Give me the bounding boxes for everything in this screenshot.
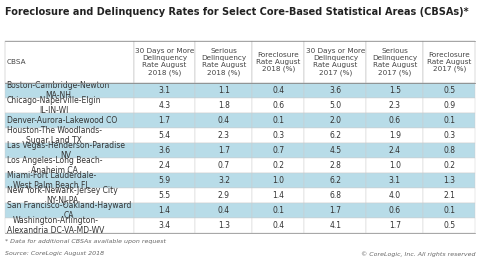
Text: 0.8: 0.8 <box>443 146 455 155</box>
Text: 1.3: 1.3 <box>443 176 455 185</box>
Text: 1.8: 1.8 <box>218 101 230 110</box>
Text: 0.5: 0.5 <box>443 221 455 230</box>
Text: 0.4: 0.4 <box>272 221 285 230</box>
Text: Houston-The Woodlands-
Sugar Land TX: Houston-The Woodlands- Sugar Land TX <box>7 126 102 145</box>
Text: 1.7: 1.7 <box>158 116 170 125</box>
Text: 0.1: 0.1 <box>272 206 284 215</box>
Text: 5.5: 5.5 <box>158 191 170 200</box>
Text: 30 Days or More
Delinquency
Rate August
2018 (%): 30 Days or More Delinquency Rate August … <box>135 48 194 76</box>
Text: 3.1: 3.1 <box>158 86 170 95</box>
Text: Los Angeles-Long Beach-
Anaheim CA: Los Angeles-Long Beach- Anaheim CA <box>7 156 102 175</box>
Text: 0.2: 0.2 <box>272 161 284 170</box>
Text: 1.4: 1.4 <box>272 191 284 200</box>
Text: 2.4: 2.4 <box>158 161 170 170</box>
Text: Washington-Arlington-
Alexandria DC-VA-MD-WV: Washington-Arlington- Alexandria DC-VA-M… <box>7 216 104 235</box>
Text: 5.0: 5.0 <box>329 101 341 110</box>
Text: 0.7: 0.7 <box>272 146 285 155</box>
Text: 0.1: 0.1 <box>443 116 455 125</box>
Text: Miami-Fort Lauderdale-
West Palm Beach FL: Miami-Fort Lauderdale- West Palm Beach F… <box>7 171 96 190</box>
Text: 0.6: 0.6 <box>389 206 401 215</box>
Text: 30 Days or More
Delinquency
Rate August
2017 (%): 30 Days or More Delinquency Rate August … <box>306 48 365 76</box>
Text: Foreclosure
Rate August
2018 (%): Foreclosure Rate August 2018 (%) <box>256 52 300 72</box>
Text: 5.9: 5.9 <box>158 176 170 185</box>
Text: Foreclosure
Rate August
2017 (%): Foreclosure Rate August 2017 (%) <box>427 52 471 72</box>
Text: 0.3: 0.3 <box>272 131 285 140</box>
Text: 0.1: 0.1 <box>272 116 284 125</box>
Text: 1.0: 1.0 <box>389 161 401 170</box>
Text: 0.2: 0.2 <box>443 161 455 170</box>
Text: 0.6: 0.6 <box>389 116 401 125</box>
Text: 6.2: 6.2 <box>329 131 341 140</box>
Text: 3.1: 3.1 <box>389 176 401 185</box>
Text: 1.0: 1.0 <box>272 176 284 185</box>
Text: 6.2: 6.2 <box>329 176 341 185</box>
Text: 3.2: 3.2 <box>218 176 230 185</box>
Text: 0.5: 0.5 <box>443 86 455 95</box>
Text: 3.4: 3.4 <box>158 221 170 230</box>
Text: 1.5: 1.5 <box>389 86 401 95</box>
Text: 2.4: 2.4 <box>389 146 401 155</box>
Text: Serious
Delinquency
Rate August
2017 (%): Serious Delinquency Rate August 2017 (%) <box>372 48 417 76</box>
Text: Source: CoreLogic August 2018: Source: CoreLogic August 2018 <box>5 251 104 256</box>
Text: 1.4: 1.4 <box>158 206 170 215</box>
Text: 0.4: 0.4 <box>272 86 285 95</box>
Text: New York-Newark-Jersey City
NY-NJ-PA: New York-Newark-Jersey City NY-NJ-PA <box>7 186 118 205</box>
Text: 1.7: 1.7 <box>389 221 401 230</box>
Text: 2.9: 2.9 <box>218 191 230 200</box>
Text: CBSA: CBSA <box>7 59 26 65</box>
Text: 2.8: 2.8 <box>329 161 341 170</box>
Text: * Data for additional CBSAs available upon request: * Data for additional CBSAs available up… <box>5 239 166 244</box>
Text: 0.6: 0.6 <box>272 101 285 110</box>
Text: 0.4: 0.4 <box>218 206 230 215</box>
Text: 2.0: 2.0 <box>329 116 341 125</box>
Text: 0.3: 0.3 <box>443 131 455 140</box>
Text: 2.3: 2.3 <box>389 101 401 110</box>
Text: © CoreLogic, Inc. All rights reserved: © CoreLogic, Inc. All rights reserved <box>360 251 475 257</box>
Text: 4.3: 4.3 <box>158 101 170 110</box>
Text: 0.4: 0.4 <box>218 116 230 125</box>
Text: Denver-Aurora-Lakewood CO: Denver-Aurora-Lakewood CO <box>7 116 117 125</box>
Text: San Francisco-Oakland-Hayward
CA: San Francisco-Oakland-Hayward CA <box>7 201 131 220</box>
Text: 1.7: 1.7 <box>218 146 230 155</box>
Text: 0.7: 0.7 <box>218 161 230 170</box>
Text: Chicago-Naperville-Elgin
IL-IN-WI: Chicago-Naperville-Elgin IL-IN-WI <box>7 96 101 115</box>
Text: 4.0: 4.0 <box>389 191 401 200</box>
Text: 3.6: 3.6 <box>158 146 170 155</box>
Text: Foreclosure and Delinquency Rates for Select Core-Based Statistical Areas (CBSAs: Foreclosure and Delinquency Rates for Se… <box>5 7 468 17</box>
Text: 1.9: 1.9 <box>389 131 401 140</box>
Text: Las Vegas-Henderson-Paradise
NV: Las Vegas-Henderson-Paradise NV <box>7 141 125 160</box>
Text: 5.4: 5.4 <box>158 131 170 140</box>
Text: 2.1: 2.1 <box>443 191 455 200</box>
Text: 4.5: 4.5 <box>329 146 341 155</box>
Text: 3.6: 3.6 <box>329 86 341 95</box>
Text: 1.7: 1.7 <box>329 206 341 215</box>
Text: 0.1: 0.1 <box>443 206 455 215</box>
Text: 6.8: 6.8 <box>329 191 341 200</box>
Text: 1.1: 1.1 <box>218 86 230 95</box>
Text: 1.3: 1.3 <box>218 221 230 230</box>
Text: Serious
Delinquency
Rate August
2018 (%): Serious Delinquency Rate August 2018 (%) <box>201 48 246 76</box>
Text: 0.9: 0.9 <box>443 101 455 110</box>
Text: 2.3: 2.3 <box>218 131 230 140</box>
Text: Boston-Cambridge-Newton
MA-NH: Boston-Cambridge-Newton MA-NH <box>7 81 110 100</box>
Text: 4.1: 4.1 <box>329 221 341 230</box>
